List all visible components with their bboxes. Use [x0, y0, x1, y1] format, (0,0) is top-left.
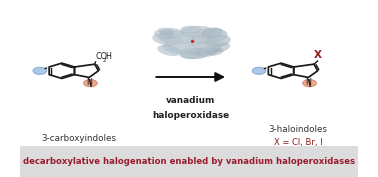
Ellipse shape — [154, 30, 172, 39]
Circle shape — [84, 80, 97, 87]
Text: 3-haloindoles: 3-haloindoles — [269, 125, 328, 134]
Text: N: N — [305, 78, 311, 87]
Text: X = Cl, Br, I: X = Cl, Br, I — [274, 138, 322, 147]
Text: N: N — [86, 78, 92, 87]
Ellipse shape — [213, 42, 230, 52]
Ellipse shape — [165, 32, 217, 53]
Text: 3-carboxyindoles: 3-carboxyindoles — [41, 134, 116, 142]
Ellipse shape — [161, 28, 184, 38]
Ellipse shape — [158, 45, 181, 56]
Ellipse shape — [181, 26, 201, 33]
Ellipse shape — [207, 49, 223, 55]
Text: decarboxylative halogenation enabled by vanadium haloperoxidases: decarboxylative halogenation enabled by … — [23, 157, 355, 166]
Ellipse shape — [153, 34, 180, 45]
Ellipse shape — [195, 47, 217, 57]
FancyBboxPatch shape — [20, 146, 358, 177]
Ellipse shape — [201, 28, 223, 38]
Ellipse shape — [158, 31, 192, 45]
Ellipse shape — [184, 43, 222, 55]
Ellipse shape — [206, 35, 231, 47]
Ellipse shape — [180, 48, 208, 59]
Text: 2: 2 — [102, 58, 106, 63]
Circle shape — [303, 80, 316, 87]
Ellipse shape — [158, 28, 174, 35]
Text: vanadium: vanadium — [166, 96, 215, 105]
Circle shape — [33, 67, 46, 74]
Text: haloperoxidase: haloperoxidase — [152, 112, 229, 120]
Ellipse shape — [163, 41, 194, 53]
Ellipse shape — [181, 52, 201, 59]
Ellipse shape — [191, 28, 227, 44]
Text: H: H — [105, 52, 111, 61]
Ellipse shape — [181, 26, 212, 37]
Text: X: X — [314, 50, 322, 60]
Circle shape — [252, 67, 266, 74]
Text: CO: CO — [96, 52, 108, 61]
